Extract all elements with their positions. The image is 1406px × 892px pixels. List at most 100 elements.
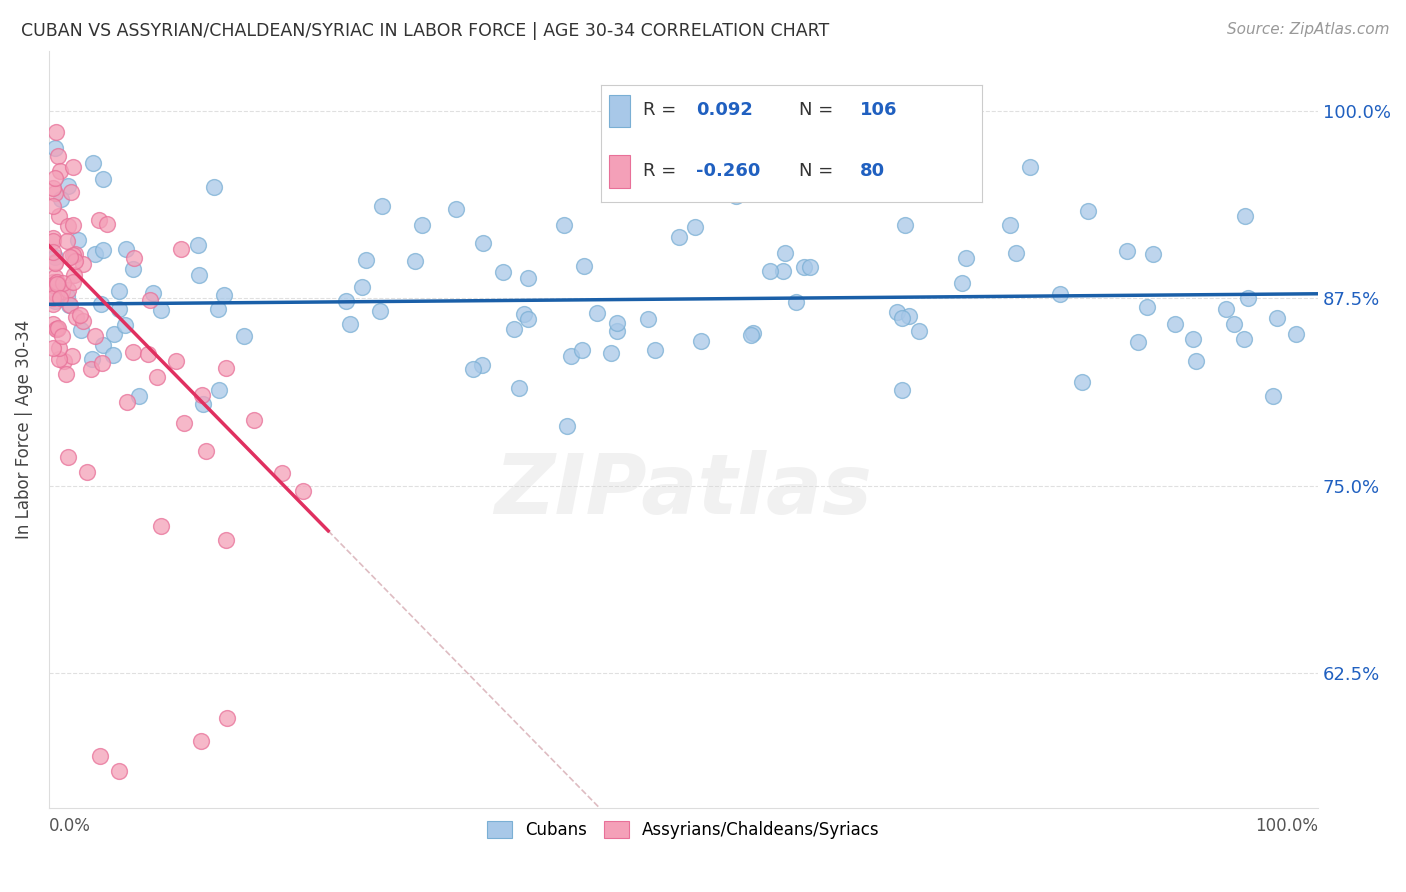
Point <box>886 305 908 319</box>
Point <box>907 324 929 338</box>
Point <box>893 218 915 232</box>
Point <box>335 293 357 308</box>
Point <box>799 260 821 274</box>
Point <box>48 341 70 355</box>
Point <box>232 328 254 343</box>
Point <box>1223 317 1246 331</box>
Point <box>62 218 84 232</box>
Point <box>773 246 796 260</box>
Point <box>772 264 794 278</box>
Point <box>46 321 69 335</box>
Point <box>356 252 378 267</box>
Point <box>56 234 79 248</box>
Point <box>146 370 169 384</box>
Point <box>52 276 75 290</box>
Point <box>188 268 211 283</box>
Point <box>759 264 782 278</box>
Point <box>56 178 79 193</box>
Point <box>51 285 73 299</box>
Point <box>80 361 103 376</box>
Point <box>58 450 80 464</box>
Point <box>62 275 84 289</box>
Point <box>517 312 540 326</box>
Point <box>115 242 138 256</box>
Point <box>108 285 131 299</box>
Point <box>215 361 238 376</box>
Point <box>606 316 628 330</box>
Point <box>91 356 114 370</box>
Point <box>572 259 595 273</box>
Point <box>669 180 692 194</box>
Point <box>1215 301 1237 316</box>
Point <box>52 354 75 368</box>
Point <box>45 322 67 336</box>
Point <box>72 314 94 328</box>
Point <box>44 251 66 265</box>
Point <box>122 261 145 276</box>
Point <box>740 327 762 342</box>
Point <box>59 298 82 312</box>
Point <box>67 233 90 247</box>
Point <box>72 256 94 270</box>
Point <box>404 254 426 268</box>
Point <box>63 247 86 261</box>
Point <box>513 307 536 321</box>
Point <box>44 293 66 308</box>
Point <box>103 327 125 342</box>
Point <box>212 288 235 302</box>
Point <box>56 289 79 303</box>
Point <box>44 270 66 285</box>
Point <box>58 219 80 233</box>
Point <box>1237 291 1260 305</box>
Point <box>169 242 191 256</box>
Point <box>793 260 815 275</box>
Point <box>1077 203 1099 218</box>
Point <box>190 734 212 748</box>
Point <box>215 533 238 547</box>
Point <box>60 185 83 199</box>
Point <box>150 519 173 533</box>
Point <box>42 318 65 332</box>
Point <box>1005 245 1028 260</box>
Point <box>508 381 530 395</box>
Point <box>606 324 628 338</box>
Point <box>1116 244 1139 258</box>
Point <box>60 349 83 363</box>
Point <box>785 295 807 310</box>
Point <box>1000 218 1022 232</box>
Point <box>368 303 391 318</box>
Point <box>65 310 87 324</box>
Point <box>122 251 145 265</box>
Point <box>560 349 582 363</box>
Point <box>922 169 945 184</box>
Point <box>56 283 79 297</box>
Point <box>139 293 162 307</box>
Point <box>890 384 912 398</box>
Point <box>411 218 433 232</box>
Point <box>62 160 84 174</box>
Point <box>586 306 609 320</box>
Point <box>1233 209 1256 223</box>
Point <box>1128 334 1150 349</box>
Point <box>90 297 112 311</box>
Point <box>65 254 87 268</box>
Point <box>187 238 209 252</box>
Point <box>165 354 187 368</box>
Point <box>270 466 292 480</box>
Point <box>503 321 526 335</box>
Point <box>42 341 65 355</box>
Point <box>600 346 623 360</box>
Point <box>44 287 66 301</box>
Point <box>91 244 114 258</box>
Point <box>48 351 70 366</box>
Point <box>1261 389 1284 403</box>
Point <box>207 301 229 316</box>
Point <box>55 367 77 381</box>
Point <box>69 308 91 322</box>
Point <box>461 361 484 376</box>
Point <box>51 328 73 343</box>
Point <box>173 416 195 430</box>
Point <box>42 297 65 311</box>
Point <box>42 199 65 213</box>
Point <box>80 352 103 367</box>
